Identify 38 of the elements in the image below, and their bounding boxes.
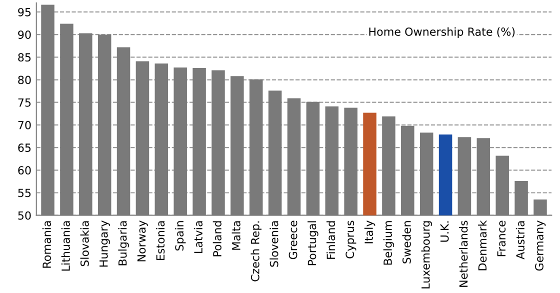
- x-tick-label: France: [497, 220, 506, 256]
- x-tick-label: Poland: [212, 221, 222, 256]
- x-tick-label: U.K.: [440, 221, 449, 242]
- x-tick-label: Germany: [535, 220, 546, 271]
- x-tick-label: Slovakia: [80, 221, 89, 266]
- y-tick-label: 65: [18, 144, 31, 152]
- y-tick-label: 55: [18, 188, 31, 198]
- x-tick-label: Romania: [42, 221, 51, 268]
- x-tick-label: Austria: [516, 221, 525, 260]
- x-tick-label: Czech Rep.: [250, 221, 262, 282]
- x-tick-label: Estonia: [156, 221, 165, 260]
- x-tick-label: Norway: [137, 220, 148, 262]
- y-tick-label: 75: [18, 98, 31, 107]
- x-tick-label: Bulgaria: [118, 221, 129, 266]
- y-tick-label: 80: [18, 76, 31, 84]
- x-tick-label: Italy: [364, 220, 376, 244]
- text: Home Ownership Rate (%): [369, 27, 515, 38]
- y-tick-label: 85: [18, 53, 31, 62]
- x-tick-label: Sweden: [402, 221, 411, 264]
- x-tick-label: Luxembourg: [421, 221, 432, 288]
- x-tick-label: Netherlands: [459, 220, 468, 287]
- x-tick-label: Lithuania: [61, 221, 70, 271]
- y-tick-label: 70: [18, 120, 31, 130]
- x-tick-label: Denmark: [478, 220, 487, 270]
- y-tick-label: 50: [18, 211, 31, 220]
- x-tick-label: Greece: [288, 220, 298, 260]
- x-tick-label: Latvia: [194, 221, 203, 253]
- x-tick-label: Finland: [326, 221, 336, 259]
- y-tick-label: 95: [18, 8, 31, 16]
- x-tick-label: Malta: [232, 221, 240, 250]
- x-tick-label: Spain: [174, 221, 186, 251]
- y-tick-label: 60: [18, 166, 31, 175]
- x-tick-label: Slovenia: [270, 221, 278, 267]
- x-tick-label: Belgium: [383, 221, 394, 265]
- y-tick-label: 90: [18, 30, 31, 39]
- x-tick-label: Cyprus: [346, 220, 356, 258]
- x-tick-label: Portugal: [308, 221, 318, 266]
- x-tick-label: Hungary: [100, 220, 110, 267]
